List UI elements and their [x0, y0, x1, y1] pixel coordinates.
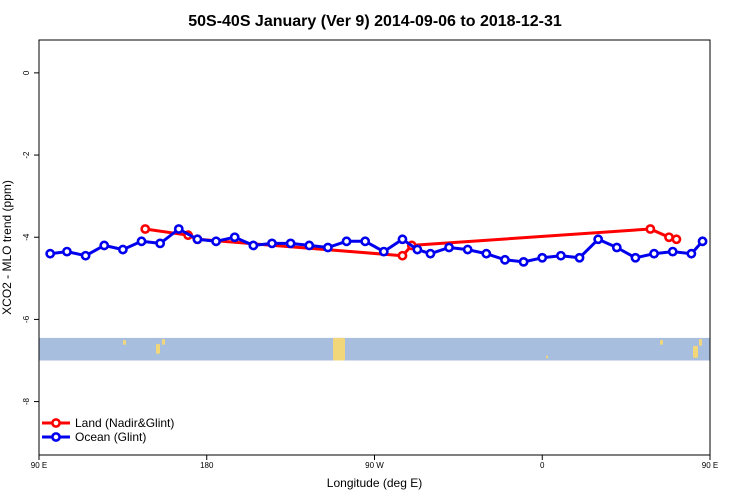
data-point [697, 236, 708, 247]
x-tick-label: 90 W [365, 461, 384, 470]
map-land [123, 339, 126, 345]
data-point [671, 234, 682, 245]
data-point [173, 224, 184, 234]
map-band [39, 337, 710, 361]
data-point [285, 238, 296, 249]
legend-marker [51, 432, 61, 442]
data-point [630, 252, 641, 263]
data-point [45, 248, 56, 259]
map-land [162, 338, 165, 345]
map-land [333, 337, 345, 361]
data-point [117, 244, 128, 255]
data-point [341, 236, 352, 247]
data-point [304, 240, 315, 251]
data-point [211, 236, 221, 247]
map-land [546, 355, 548, 359]
x-axis: 90 E 180 90 W 0 90 E [31, 455, 718, 470]
y-tick-label: -4 [22, 233, 31, 241]
data-point [593, 234, 604, 245]
data-point [667, 246, 678, 257]
y-axis-label: XCO2 - MLO trend (ppm) [0, 180, 14, 315]
data-point [686, 248, 697, 259]
map-land [660, 339, 663, 345]
chart-title: 50S-40S January (Ver 9) 2014-09-06 to 20… [188, 13, 562, 30]
data-point [397, 250, 408, 261]
data-point [378, 246, 389, 257]
series-ocean [45, 224, 708, 267]
data-point [537, 252, 548, 263]
legend-marker [51, 418, 61, 428]
legend-label: Land (Nadir&Glint) [75, 416, 174, 430]
data-point [664, 232, 674, 243]
x-tick-label: 0 [540, 461, 545, 470]
data-point [645, 224, 656, 234]
x-axis-label: Longitude (deg E) [327, 476, 422, 490]
data-point [397, 234, 408, 245]
data-point [99, 240, 110, 251]
data-point [229, 232, 240, 243]
data-point [462, 244, 473, 255]
data-point [481, 248, 492, 259]
data-point [500, 254, 510, 265]
legend-label: Ocean (Glint) [75, 430, 146, 444]
data-point [192, 234, 203, 245]
x-tick-label: 90 E [31, 461, 47, 470]
data-point [80, 250, 91, 261]
y-axis: 0 -2 -4 -6 -8 [22, 70, 39, 405]
x-tick-label: 90 E [702, 461, 718, 470]
data-point [155, 238, 166, 249]
data-point [611, 242, 622, 253]
data-point [136, 236, 147, 247]
series-layer [45, 224, 708, 267]
map-land [699, 338, 702, 346]
y-tick-label: -6 [22, 315, 31, 323]
data-point [574, 252, 585, 263]
data-point [248, 240, 259, 251]
data-point [323, 242, 333, 253]
y-tick-label: -8 [22, 397, 31, 405]
data-point [62, 246, 72, 257]
y-tick-label: 0 [22, 70, 31, 75]
map-land [156, 343, 160, 354]
data-point [425, 248, 436, 259]
x-tick-label: 180 [200, 461, 214, 470]
legend: Land (Nadir&Glint)Ocean (Glint) [42, 416, 174, 444]
data-point [140, 224, 151, 234]
map-land [693, 345, 698, 358]
data-point [444, 242, 454, 253]
data-point [518, 256, 529, 267]
y-tick-label: -2 [22, 151, 31, 159]
data-point [267, 238, 277, 249]
data-point [555, 250, 566, 261]
map-ocean [39, 337, 710, 361]
data-point [412, 244, 423, 255]
data-point [649, 248, 659, 259]
data-point [360, 236, 371, 247]
series-line [50, 227, 704, 264]
